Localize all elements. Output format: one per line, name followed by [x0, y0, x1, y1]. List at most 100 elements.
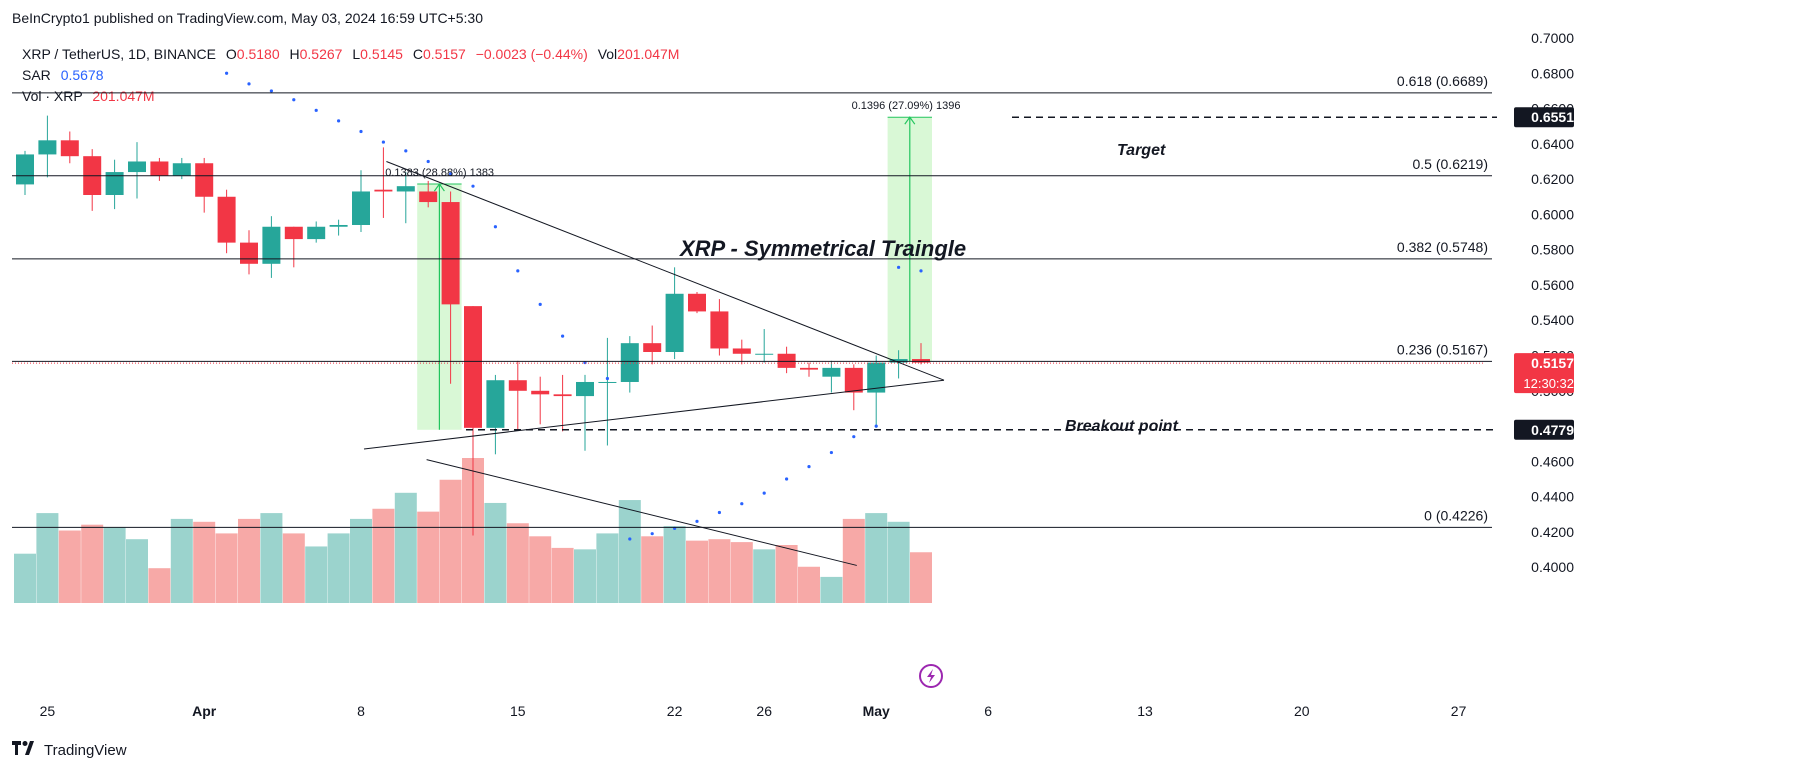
volume-bar [126, 539, 148, 603]
volume-bar [439, 479, 462, 603]
candle-body [16, 154, 34, 185]
legend-sar-label: SAR [22, 67, 51, 83]
candle-body [688, 293, 706, 312]
sar-dot [829, 450, 834, 455]
candle-body [800, 367, 818, 370]
price-badge: 0.6551 [1514, 107, 1574, 128]
candle-body [374, 189, 393, 192]
sar-dot [516, 269, 520, 273]
volume-bar [753, 549, 776, 603]
sar-dot [762, 491, 766, 495]
candle-body [128, 161, 146, 173]
volume-bar [193, 521, 216, 603]
legend-volume-value: 201.047M [92, 88, 155, 104]
candle-body [643, 343, 662, 352]
candle-body [352, 191, 370, 225]
volume-bar [305, 546, 328, 603]
candle-body [777, 353, 796, 368]
y-axis-tick-label: 0.5800 [1531, 242, 1574, 258]
candle-body [262, 226, 281, 264]
y-axis-tick-label: 0.6000 [1531, 206, 1574, 222]
legend-high-label: H [289, 46, 300, 62]
y-axis-tick-label: 0.6200 [1531, 171, 1574, 187]
volume-bar [842, 518, 865, 603]
volume-bar [618, 500, 641, 603]
y-axis-tick-label: 0.5600 [1531, 277, 1574, 293]
price-badge-countdown: 12:30:32 [1523, 376, 1574, 391]
published-header: BeInCrypto1 published on TradingView.com… [12, 10, 483, 26]
legend-high-value: 0.5267 [299, 46, 343, 62]
sar-dot [740, 502, 744, 506]
y-axis-tick-label: 0.7000 [1531, 30, 1574, 46]
x-axis-tick-label: 13 [1137, 703, 1153, 719]
fib-level-label: 0.618 (0.6689) [1397, 73, 1488, 89]
x-axis-tick-label: 26 [756, 703, 772, 719]
chart-title: XRP - Symmetrical Traingle [678, 236, 966, 261]
y-axis-tick-label: 0.6400 [1531, 136, 1574, 152]
fib-level-label: 0.382 (0.5748) [1397, 239, 1488, 255]
volume-bar [686, 540, 708, 603]
legend-ohlc-row: XRP / TetherUS, 1D, BINANCE O0.5180 H0.5… [22, 44, 679, 65]
legend-open-value: 0.5180 [236, 46, 280, 62]
candle-body [419, 191, 438, 203]
volume-bar [36, 513, 59, 603]
legend-change: −0.0023 (−0.44%) [475, 46, 588, 62]
footer-brand[interactable]: TradingView [44, 741, 127, 759]
legend-sar-row[interactable]: SAR 0.5678 [22, 65, 679, 86]
candle-body [889, 359, 908, 363]
x-axis-tick-label: Apr [192, 703, 217, 719]
candle-body [172, 163, 191, 176]
chart-legend: XRP / TetherUS, 1D, BINANCE O0.5180 H0.5… [22, 44, 679, 107]
y-axis-tick-label: 0.4000 [1531, 559, 1574, 575]
sar-dot [695, 519, 699, 523]
sar-dot [225, 71, 229, 75]
fib-level-label: 0 (0.4226) [1424, 507, 1488, 523]
volume-bar [350, 518, 372, 603]
y-axis-tick-label: 0.5400 [1531, 312, 1574, 328]
sar-dot [919, 269, 923, 273]
x-axis-tick-label: 8 [357, 703, 365, 719]
candle-body [396, 186, 415, 192]
plot-area [14, 71, 932, 603]
candle-body [38, 140, 57, 155]
candle-body [576, 381, 594, 397]
fib-level-label: 0.236 (0.5167) [1397, 341, 1488, 357]
measure-range-label: 0.1396 (27.09%) 1396 [852, 100, 961, 112]
price-badge-value: 0.4779 [1531, 422, 1574, 438]
sar-dot [314, 108, 318, 112]
sar-dot [493, 225, 497, 229]
sar-dot [874, 424, 878, 428]
volume-bar [394, 492, 417, 603]
sar-dot [247, 82, 251, 86]
y-axis-tick-label: 0.6800 [1531, 65, 1574, 81]
volume-bar [103, 527, 126, 603]
legend-low-value: 0.5145 [360, 46, 403, 62]
volume-bar [596, 533, 619, 603]
price-badge-value: 0.6551 [1531, 109, 1574, 125]
candle-body [105, 172, 124, 195]
legend-volume-row[interactable]: Vol · XRP 201.047M [22, 86, 679, 107]
measure-range-label: 0.1383 (28.88%) 1383 [385, 167, 494, 179]
volume-bar [170, 518, 193, 603]
legend-sar-value: 0.5678 [60, 67, 104, 83]
candle-body [464, 306, 482, 428]
volume-bar [148, 568, 171, 603]
candle-body [329, 224, 348, 227]
y-axis-tick-label: 0.4600 [1531, 453, 1574, 469]
legend-close-label: C [412, 46, 423, 62]
volume-bar [484, 502, 507, 603]
volume-bar [260, 513, 283, 603]
volume-bar [820, 576, 843, 603]
candle-body [844, 367, 863, 393]
fib-level-label: 0.5 (0.6219) [1413, 156, 1489, 172]
candle-body [441, 202, 460, 305]
sar-dot [538, 302, 542, 306]
candle-body [217, 196, 236, 243]
legend-symbol[interactable]: XRP / TetherUS, 1D, BINANCE [22, 46, 216, 62]
volume-bar [372, 508, 395, 603]
volume-bar [14, 553, 36, 603]
candle-body [508, 380, 527, 391]
price-badge-bg [1514, 419, 1574, 440]
volume-bar [529, 536, 552, 603]
